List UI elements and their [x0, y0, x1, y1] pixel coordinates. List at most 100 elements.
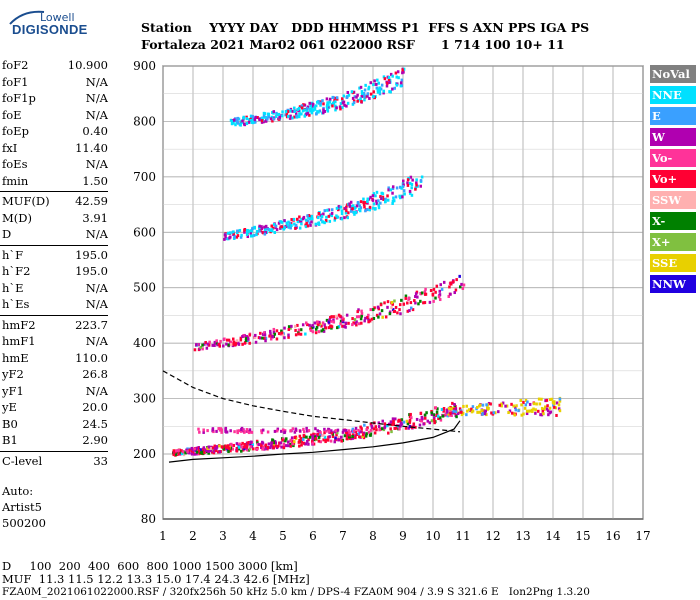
- echo-point: [364, 83, 367, 87]
- echo-point: [365, 208, 369, 212]
- echo-point: [240, 449, 243, 453]
- echo-point: [201, 449, 204, 453]
- echo-point: [235, 449, 239, 453]
- echo-point: [389, 72, 393, 76]
- echo-point: [386, 81, 389, 85]
- echo-point: [199, 345, 203, 349]
- param-value: 195.0: [75, 247, 108, 262]
- echo-point: [277, 221, 281, 225]
- echo-point: [311, 108, 315, 112]
- echo-point: [368, 208, 371, 212]
- echo-point: [207, 449, 210, 453]
- echo-point: [254, 333, 257, 337]
- echo-point: [311, 102, 314, 106]
- echo-point: [433, 421, 436, 425]
- echo-point: [396, 70, 400, 74]
- echo-point: [287, 333, 290, 337]
- echo-point: [215, 445, 219, 449]
- echo-point: [251, 234, 254, 238]
- echo-point: [358, 204, 361, 208]
- echo-point: [271, 226, 275, 230]
- echo-point: [364, 201, 368, 205]
- echo-point: [557, 403, 561, 407]
- echo-point: [335, 96, 339, 100]
- echo-point: [174, 452, 178, 456]
- echo-point: [248, 341, 251, 345]
- echo-point: [554, 406, 558, 410]
- param-value: 110.0: [75, 350, 108, 365]
- echo-point: [375, 313, 379, 317]
- echo-point: [362, 436, 366, 440]
- echo-point: [411, 308, 415, 312]
- echo-point: [317, 330, 321, 334]
- echo-point: [447, 412, 450, 416]
- echo-point: [391, 420, 394, 424]
- echo-point: [373, 431, 377, 435]
- legend-item: NNW: [650, 275, 696, 293]
- echo-point: [239, 338, 243, 342]
- echo-point: [274, 114, 278, 118]
- echo-point: [391, 191, 394, 195]
- echo-point: [279, 441, 283, 445]
- echo-point: [312, 442, 316, 446]
- echo-point: [313, 107, 317, 111]
- echo-point: [329, 213, 332, 217]
- echo-point: [287, 335, 290, 339]
- echo-point: [408, 189, 412, 193]
- echo-point: [494, 411, 497, 415]
- echo-point: [522, 400, 525, 404]
- echo-point: [229, 449, 232, 453]
- echo-point: [261, 336, 264, 340]
- echo-point: [236, 116, 240, 120]
- echo-point: [311, 217, 314, 221]
- logo-lowell: Lowell: [40, 11, 75, 24]
- echo-point: [362, 200, 365, 204]
- echo-point: [247, 448, 250, 452]
- echo-point: [369, 308, 372, 312]
- echo-point: [203, 450, 206, 454]
- y-tick-label: 900: [133, 59, 156, 73]
- param-value: N/A: [85, 107, 108, 122]
- echo-point: [326, 101, 329, 105]
- echo-point: [414, 187, 417, 191]
- echo-point: [377, 315, 380, 319]
- echo-point: [402, 189, 406, 193]
- echo-point: [377, 81, 380, 85]
- echo-point: [225, 445, 228, 449]
- echo-point: [269, 117, 273, 121]
- echo-point: [289, 438, 293, 442]
- echo-point: [225, 237, 228, 241]
- echo-traces: [172, 67, 562, 457]
- echo-point: [232, 337, 235, 341]
- echo-point: [232, 118, 236, 122]
- echo-point: [380, 427, 384, 431]
- echo-point: [347, 93, 351, 97]
- x-tick-label: 13: [515, 529, 530, 543]
- echo-point: [337, 435, 340, 439]
- echo-point: [531, 409, 534, 413]
- echo-point: [308, 435, 312, 439]
- echo-point: [247, 120, 251, 124]
- echo-point: [335, 215, 338, 219]
- echo-point: [294, 333, 298, 337]
- echo-point: [395, 75, 399, 79]
- echo-point: [514, 405, 517, 409]
- echo-point: [292, 217, 296, 221]
- echo-point: [240, 445, 244, 449]
- echo-point: [327, 208, 331, 212]
- echo-point: [245, 428, 249, 432]
- echo-point: [255, 439, 259, 443]
- echo-point: [327, 214, 331, 218]
- echo-point: [386, 198, 390, 202]
- echo-point: [204, 341, 207, 345]
- echo-point: [398, 303, 402, 307]
- echo-point: [394, 417, 397, 421]
- echo-point: [252, 447, 255, 451]
- echo-point: [245, 448, 249, 452]
- info-line2: Artist5: [2, 500, 42, 514]
- echo-point: [547, 413, 550, 417]
- echo-point: [204, 449, 208, 453]
- echo-point: [428, 300, 432, 304]
- echo-point: [527, 409, 531, 413]
- echo-point: [405, 419, 409, 423]
